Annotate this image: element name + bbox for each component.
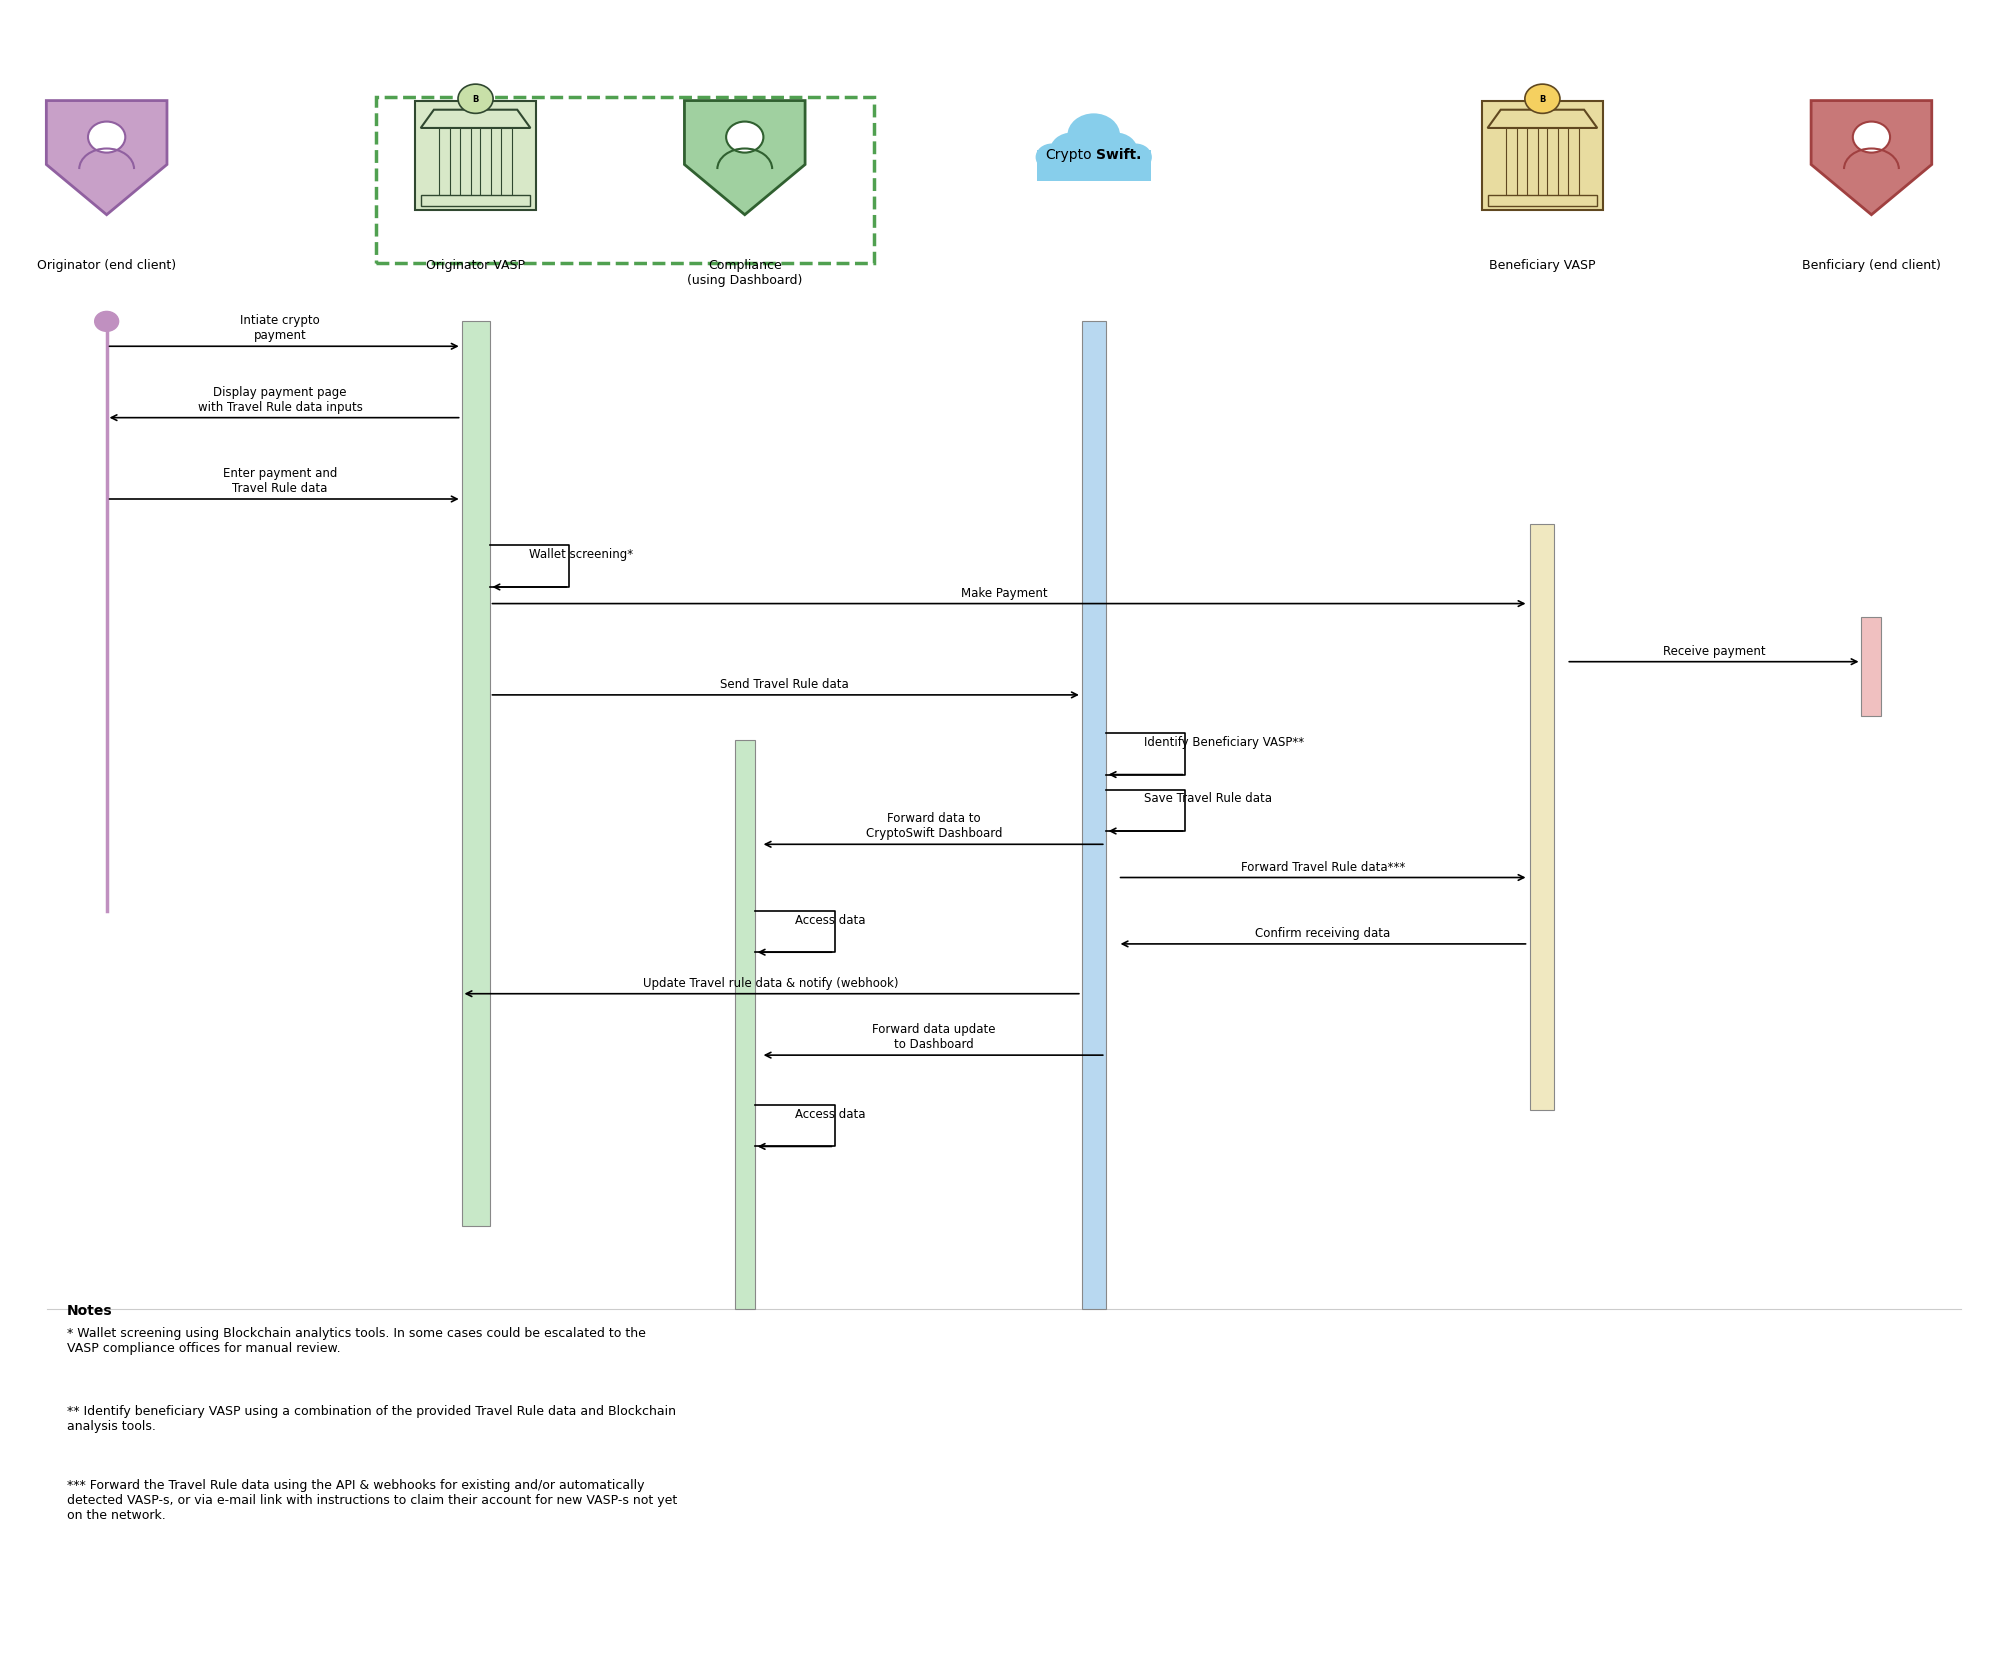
Text: Display payment page
with Travel Rule data inputs: Display payment page with Travel Rule da… bbox=[197, 385, 363, 413]
FancyBboxPatch shape bbox=[1545, 129, 1557, 197]
FancyBboxPatch shape bbox=[460, 129, 472, 197]
Text: Update Travel rule data & notify (webhook): Update Travel rule data & notify (webhoo… bbox=[642, 975, 897, 989]
Text: Make Payment: Make Payment bbox=[959, 586, 1048, 599]
Circle shape bbox=[88, 122, 124, 154]
Text: * Wallet screening using Blockchain analytics tools. In some cases could be esca: * Wallet screening using Blockchain anal… bbox=[66, 1327, 646, 1353]
Text: Enter payment and
Travel Rule data: Enter payment and Travel Rule data bbox=[223, 467, 337, 495]
Text: Save Travel Rule data: Save Travel Rule data bbox=[1144, 791, 1270, 805]
Circle shape bbox=[458, 85, 494, 114]
Circle shape bbox=[1118, 144, 1152, 172]
FancyBboxPatch shape bbox=[1036, 151, 1150, 182]
Text: Forward data to
CryptoSwift Dashboard: Forward data to CryptoSwift Dashboard bbox=[865, 811, 1001, 840]
Text: B: B bbox=[472, 95, 478, 104]
Circle shape bbox=[94, 313, 118, 333]
FancyBboxPatch shape bbox=[440, 129, 450, 197]
Polygon shape bbox=[1810, 102, 1931, 216]
Circle shape bbox=[1050, 134, 1094, 171]
Circle shape bbox=[1852, 122, 1889, 154]
Text: Send Travel Rule data: Send Travel Rule data bbox=[721, 678, 849, 691]
Text: Originator (end client): Originator (end client) bbox=[36, 259, 177, 273]
FancyBboxPatch shape bbox=[1525, 129, 1537, 197]
Text: Confirm receiving data: Confirm receiving data bbox=[1254, 927, 1391, 939]
FancyBboxPatch shape bbox=[415, 102, 536, 211]
Text: Access data: Access data bbox=[795, 913, 865, 927]
Polygon shape bbox=[46, 102, 167, 216]
FancyBboxPatch shape bbox=[1481, 102, 1602, 211]
FancyBboxPatch shape bbox=[480, 129, 490, 197]
Text: Swift.: Swift. bbox=[1096, 147, 1140, 161]
Text: Forward data update
to Dashboard: Forward data update to Dashboard bbox=[871, 1022, 995, 1051]
FancyBboxPatch shape bbox=[1487, 196, 1596, 206]
Circle shape bbox=[1094, 134, 1138, 171]
Text: Receive payment: Receive payment bbox=[1662, 644, 1764, 657]
Text: B: B bbox=[1539, 95, 1545, 104]
FancyBboxPatch shape bbox=[500, 129, 512, 197]
Text: Beneficiary VASP: Beneficiary VASP bbox=[1489, 259, 1596, 273]
Polygon shape bbox=[421, 110, 530, 129]
Polygon shape bbox=[684, 102, 805, 216]
Text: Crypto: Crypto bbox=[1044, 147, 1092, 161]
Text: ** Identify beneficiary VASP using a combination of the provided Travel Rule dat: ** Identify beneficiary VASP using a com… bbox=[66, 1404, 676, 1432]
Text: Access data: Access data bbox=[795, 1108, 865, 1121]
FancyBboxPatch shape bbox=[1567, 129, 1578, 197]
Text: Intiate crypto
payment: Intiate crypto payment bbox=[241, 315, 319, 341]
Circle shape bbox=[1036, 144, 1068, 172]
FancyBboxPatch shape bbox=[1082, 323, 1106, 1310]
FancyBboxPatch shape bbox=[462, 323, 490, 1226]
FancyBboxPatch shape bbox=[1505, 129, 1517, 197]
FancyBboxPatch shape bbox=[735, 739, 755, 1310]
Text: Compliance
(using Dashboard): Compliance (using Dashboard) bbox=[686, 259, 803, 288]
Text: *** Forward the Travel Rule data using the API & webhooks for existing and/or au: *** Forward the Travel Rule data using t… bbox=[66, 1479, 676, 1521]
FancyBboxPatch shape bbox=[1529, 525, 1553, 1111]
Circle shape bbox=[1068, 114, 1120, 157]
Text: Wallet screening*: Wallet screening* bbox=[530, 549, 634, 560]
FancyBboxPatch shape bbox=[421, 196, 530, 206]
Text: Originator VASP: Originator VASP bbox=[425, 259, 524, 273]
Text: Notes: Notes bbox=[66, 1303, 112, 1318]
Text: Benficiary (end client): Benficiary (end client) bbox=[1800, 259, 1941, 273]
Circle shape bbox=[1523, 85, 1559, 114]
Circle shape bbox=[727, 122, 763, 154]
Polygon shape bbox=[1487, 110, 1596, 129]
Text: Forward Travel Rule data***: Forward Travel Rule data*** bbox=[1240, 860, 1405, 873]
Text: Identify Beneficiary VASP**: Identify Beneficiary VASP** bbox=[1144, 736, 1303, 748]
FancyBboxPatch shape bbox=[1860, 617, 1881, 718]
